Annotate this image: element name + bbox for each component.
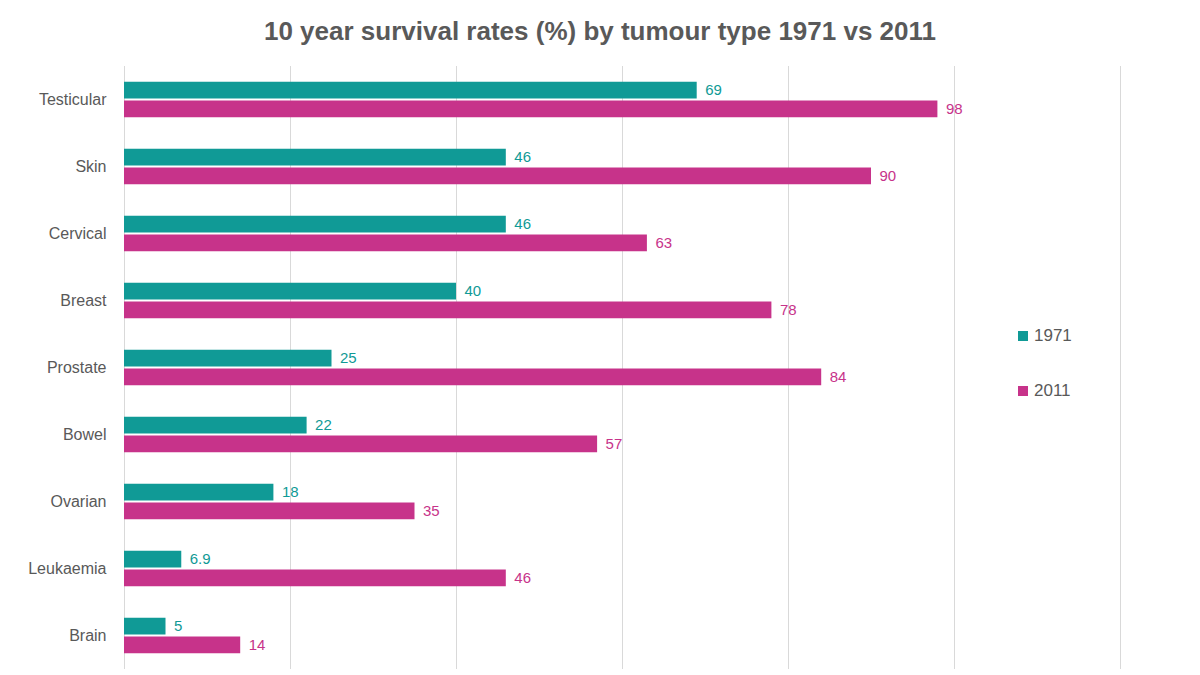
svg-text:25: 25 xyxy=(340,349,357,366)
svg-text:18: 18 xyxy=(282,483,299,500)
svg-text:35: 35 xyxy=(423,502,440,519)
svg-text:Cervical: Cervical xyxy=(49,225,107,242)
svg-text:22: 22 xyxy=(315,416,332,433)
svg-text:84: 84 xyxy=(830,368,847,385)
svg-text:Testicular: Testicular xyxy=(39,91,107,108)
svg-text:Leukaemia: Leukaemia xyxy=(28,560,106,577)
html-text:1971: 1971 xyxy=(1034,326,1072,345)
svg-text:63: 63 xyxy=(655,234,672,251)
svg-text:90: 90 xyxy=(880,167,897,184)
svg-text:Ovarian: Ovarian xyxy=(50,493,106,510)
svg-text:46: 46 xyxy=(514,569,531,586)
svg-text:78: 78 xyxy=(780,301,797,318)
svg-text:46: 46 xyxy=(514,215,531,232)
svg-text:69: 69 xyxy=(705,81,722,98)
svg-text:57: 57 xyxy=(606,435,623,452)
svg-text:Brain: Brain xyxy=(69,627,106,644)
html-text:2011: 2011 xyxy=(1034,381,1071,400)
svg-text:5: 5 xyxy=(174,617,182,634)
svg-text:Skin: Skin xyxy=(75,158,106,175)
svg-text:46: 46 xyxy=(514,148,531,165)
svg-text:14: 14 xyxy=(249,636,266,653)
svg-text:40: 40 xyxy=(465,282,482,299)
svg-text:Bowel: Bowel xyxy=(63,426,107,443)
svg-text:6.9: 6.9 xyxy=(190,550,211,567)
svg-text:98: 98 xyxy=(946,100,963,117)
html-text:10 year survival rates (%) by: 10 year survival rates (%) by tumour typ… xyxy=(264,16,936,46)
svg-text:Prostate: Prostate xyxy=(47,359,107,376)
svg-text:Breast: Breast xyxy=(60,292,107,309)
